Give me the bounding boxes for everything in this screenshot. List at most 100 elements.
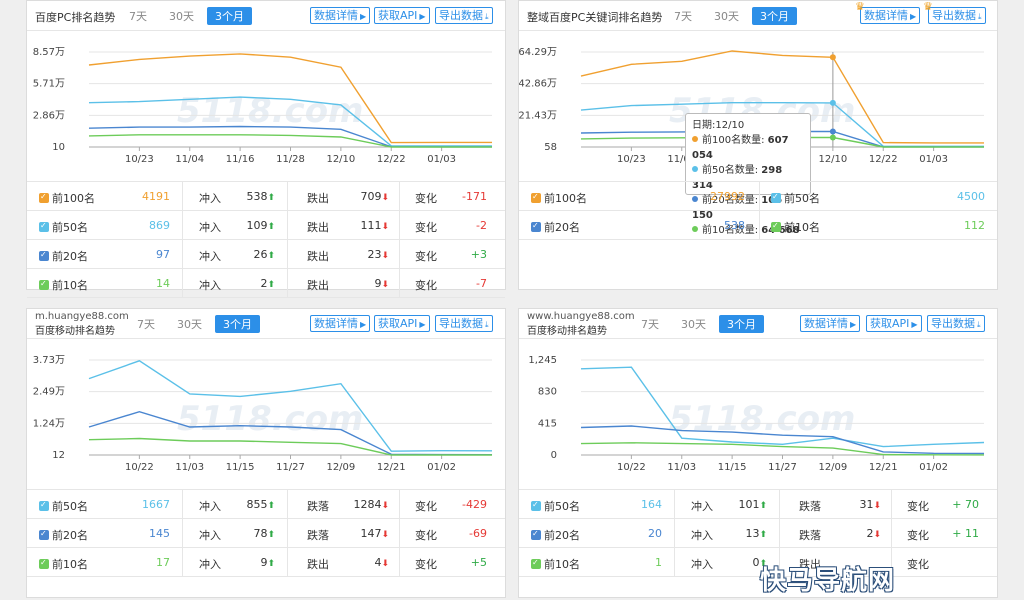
checkbox[interactable]	[531, 221, 541, 232]
trend-chart: 5118.com 3.73万 2.49万 1.24万 12 10/22 11/03 11/15…	[27, 340, 505, 490]
checkbox[interactable]	[771, 192, 781, 203]
get-api-label: 获取API	[378, 317, 418, 330]
x-tick-label: 11/04	[667, 154, 696, 165]
rise-label: 冲入	[199, 250, 221, 263]
checkbox[interactable]	[531, 529, 541, 540]
series-count: 145	[149, 527, 170, 540]
y-tick-label: 2.49万	[33, 387, 65, 398]
checkbox[interactable]	[39, 529, 49, 540]
play-icon: ▶	[360, 320, 367, 329]
divider	[287, 269, 288, 298]
checkbox[interactable]	[39, 500, 49, 511]
get-api-button[interactable]: 获取API ▶	[374, 315, 430, 332]
export-button[interactable]: 导出数据 ⤓	[927, 315, 985, 332]
change-label: 变化	[415, 221, 437, 234]
checkbox[interactable]	[531, 500, 541, 511]
export-button[interactable]: 导出数据 ⤓	[435, 315, 493, 332]
tab-7days[interactable]: 7天	[129, 10, 147, 23]
series-toggle[interactable]: 前10名	[39, 277, 88, 293]
checkbox[interactable]	[771, 221, 781, 232]
panel-title: 百度移动排名趋势	[527, 326, 607, 337]
divider	[182, 490, 183, 519]
get-api-button[interactable]: 获取API ▶	[866, 315, 922, 332]
series-toggle[interactable]: 前20名	[39, 248, 88, 264]
rise-label: 冲入	[199, 558, 221, 571]
tab-30days[interactable]: 30天	[714, 10, 739, 23]
series-label: 前50名	[52, 221, 88, 234]
checkbox[interactable]	[39, 221, 49, 232]
panel-header: 百度PC排名趋势 7天 30天 3个月 数据详情 ▶ 获取API ▶ 导出数据 ⤓	[27, 1, 505, 31]
x-tick-label: 12/22	[869, 154, 898, 165]
rise-label: 冲入	[199, 529, 221, 542]
checkbox[interactable]	[39, 279, 49, 290]
checkbox[interactable]	[531, 192, 541, 203]
rise-label: 冲入	[199, 500, 221, 513]
watermark-text: 5118.com	[177, 91, 364, 131]
tab-30days[interactable]: 30天	[169, 10, 194, 23]
series-toggle[interactable]: 前10名	[771, 219, 820, 235]
x-tick-label: 11/15	[226, 462, 255, 473]
play-icon: ▶	[419, 320, 426, 329]
divider	[674, 490, 675, 519]
series-toggle[interactable]: 前50名	[531, 498, 580, 514]
tab-7days[interactable]: 7天	[641, 318, 659, 331]
data-detail-button[interactable]: 数据详情 ▶	[310, 7, 371, 24]
tab-3months[interactable]: 3个月	[752, 7, 797, 25]
panel-title: 百度移动排名趋势	[35, 326, 115, 337]
rise-label: 冲入	[691, 558, 713, 571]
tab-7days[interactable]: 7天	[137, 318, 155, 331]
tab-30days[interactable]: 30天	[681, 318, 706, 331]
change-label: 变化	[907, 500, 929, 513]
fall-label: 跌出	[307, 221, 329, 234]
series-toggle[interactable]: 前100名	[39, 190, 95, 206]
change-label: 变化	[415, 250, 437, 263]
series-toggle[interactable]: 前20名	[531, 527, 580, 543]
tab-30days[interactable]: 30天	[177, 318, 202, 331]
series-toggle[interactable]: 前10名	[531, 556, 580, 572]
panel-header: www.huangye88.com 百度移动排名趋势 7天 30天 3个月 数据…	[519, 309, 997, 339]
data-detail-button[interactable]: ♛ 数据详情 ▶	[855, 1, 921, 24]
checkbox[interactable]	[531, 558, 541, 569]
checkbox[interactable]	[39, 192, 49, 203]
fall-number: 111	[360, 219, 382, 232]
divider	[287, 211, 288, 240]
tab-3months[interactable]: 3个月	[719, 315, 764, 333]
stats-row: 前10名 1 冲入 0⬆ 跌出 变化	[519, 548, 997, 577]
y-tick-label: 42.86万	[519, 79, 557, 90]
series-toggle[interactable]: 前20名	[39, 527, 88, 543]
data-detail-button[interactable]: 数据详情 ▶	[310, 315, 371, 332]
stats-row: 前20名 145 冲入 78⬆ 跌落 147⬇ 变化 -69	[27, 519, 505, 548]
tab-3months[interactable]: 3个月	[207, 7, 252, 25]
tab-7days[interactable]: 7天	[674, 10, 692, 23]
dot-icon	[692, 136, 698, 142]
divider	[182, 182, 183, 211]
export-label: 导出数据	[439, 317, 483, 330]
checkbox[interactable]	[39, 250, 49, 261]
stats-row: 前50名 164 冲入 101⬆ 跌落 31⬇ 变化 + 70	[519, 490, 997, 519]
change-value: -7	[476, 277, 487, 290]
play-icon: ▶	[360, 12, 367, 21]
arrow-up-icon: ⬆	[759, 530, 767, 540]
y-tick-label: 0	[551, 450, 557, 461]
series-toggle[interactable]: 前10名	[39, 556, 88, 572]
series-label: 前20名	[52, 250, 88, 263]
series-toggle[interactable]: 前20名	[531, 219, 580, 235]
export-button[interactable]: ♛ 导出数据 ⤓	[923, 1, 986, 24]
export-button[interactable]: 导出数据 ⤓	[435, 7, 493, 24]
chart-svg: 5118.com 1,245 830 415 0 10/22 11/03 11/15 11/27…	[528, 355, 985, 473]
tab-3months[interactable]: 3个月	[215, 315, 260, 333]
divider	[674, 548, 675, 577]
series-toggle[interactable]: 前50名	[39, 498, 88, 514]
series-label: 前50名	[784, 192, 820, 205]
data-detail-button[interactable]: 数据详情 ▶	[800, 315, 861, 332]
x-tick-label: 11/04	[175, 154, 204, 165]
change-label: 变化	[415, 500, 437, 513]
watermark-text: 5118.com	[669, 399, 856, 439]
checkbox[interactable]	[39, 558, 49, 569]
series-toggle[interactable]: 前50名	[39, 219, 88, 235]
stats-row: 前10名 14 冲入 2⬆ 跌出 9⬇ 变化 -7	[27, 269, 505, 298]
series-toggle[interactable]: 前50名	[771, 190, 820, 206]
rise-number: 9	[260, 556, 268, 569]
series-toggle[interactable]: 前100名	[531, 190, 587, 206]
get-api-button[interactable]: 获取API ▶	[374, 7, 430, 24]
